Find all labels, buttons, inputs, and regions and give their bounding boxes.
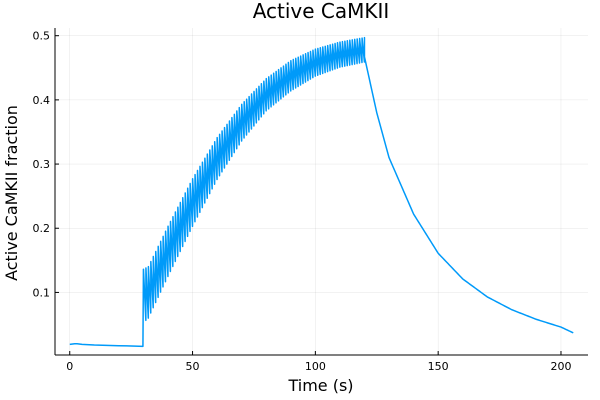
y-tick-label: 0.2 xyxy=(33,222,51,235)
y-tick-label: 0.1 xyxy=(33,286,51,299)
chart-title: Active CaMKII xyxy=(253,0,390,23)
series-line xyxy=(69,36,574,348)
x-tick-label: 50 xyxy=(186,360,200,373)
plot-series xyxy=(69,36,574,348)
x-tick-label: 100 xyxy=(305,360,326,373)
y-tick-label: 0.4 xyxy=(33,94,51,107)
x-tick-label: 200 xyxy=(550,360,571,373)
axes xyxy=(54,28,588,356)
y-tick-label: 0.5 xyxy=(33,30,51,43)
x-tick-label: 150 xyxy=(428,360,449,373)
ticks: 0 50 100 150 200 0.1 0.2 0.3 0.4 0.5 xyxy=(33,30,572,373)
y-tick-label: 0.3 xyxy=(33,158,51,171)
x-axis-title: Time (s) xyxy=(287,376,353,395)
x-tick-label: 0 xyxy=(66,360,73,373)
y-axis-title: Active CaMKII fraction xyxy=(2,105,21,281)
